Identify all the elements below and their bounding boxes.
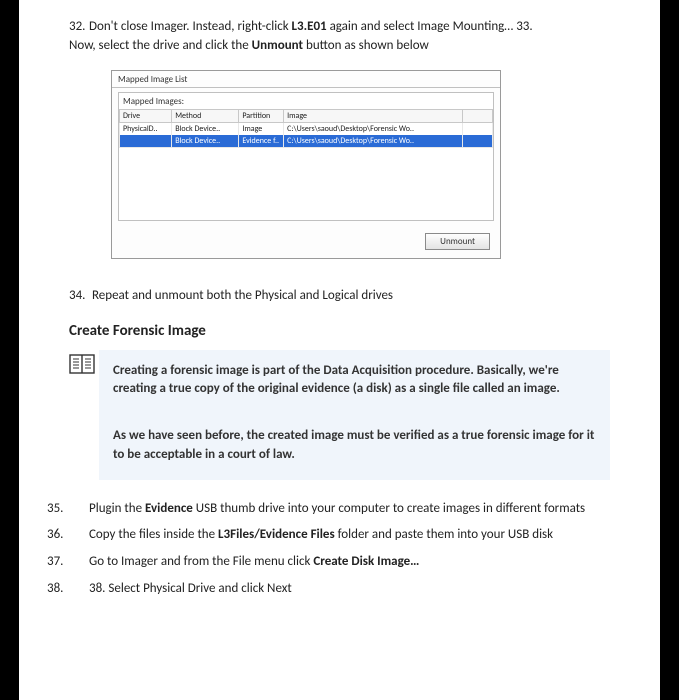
step-text: Don't close Imager. Instead, right-click…: [89, 19, 533, 53]
info-paragraph-2: As we have seen before, the created imag…: [113, 427, 596, 465]
table-row[interactable]: Block Device..Evidence f..C:\Users\saoud…: [120, 135, 493, 147]
dialog-footer: Unmount: [112, 227, 500, 258]
table-cell: PhysicalD..: [120, 122, 172, 135]
step-34: 34. Repeat and unmount both the Physical…: [69, 287, 610, 306]
step-text: 38. Select Physical Drive and click Next: [89, 581, 292, 596]
step-number: 32.: [69, 18, 89, 37]
info-paragraph-1: Creating a forensic image is part of the…: [113, 362, 596, 400]
table-cell: Block Device..: [172, 135, 239, 147]
mapped-images-group: Mapped Images: DriveMethodPartitionImage…: [118, 92, 494, 221]
column-header[interactable]: Method: [172, 109, 239, 122]
step-item: 35.Plugin the Evidence USB thumb drive i…: [69, 500, 610, 519]
table-cell: [463, 122, 493, 135]
step-number: 37.: [69, 553, 89, 572]
info-panel: Creating a forensic image is part of the…: [99, 350, 610, 480]
step-number: 35.: [69, 500, 89, 519]
column-header[interactable]: Drive: [120, 109, 172, 122]
column-header[interactable]: Image: [284, 109, 463, 122]
column-header[interactable]: Partition: [239, 109, 284, 122]
mapped-images-table: DriveMethodPartitionImage PhysicalD..Blo…: [119, 109, 493, 147]
table-cell: C:\Users\saoud\Desktop\Forensic Wo..: [284, 135, 463, 147]
dialog-title: Mapped Image List: [112, 71, 500, 88]
step-number: 34.: [69, 287, 89, 306]
step-item: 32.Don't close Imager. Instead, right-cl…: [69, 18, 610, 56]
step-item: 38.38. Select Physical Drive and click N…: [69, 580, 610, 599]
table-cell: Evidence f..: [239, 135, 284, 147]
unmount-button[interactable]: Unmount: [425, 233, 490, 250]
mapped-image-list-dialog: Mapped Image List Mapped Images: DriveMe…: [111, 70, 501, 259]
step-number: 38.: [69, 580, 89, 599]
step-text: Go to Imager and from the File menu clic…: [89, 554, 419, 569]
table-cell: Block Device..: [172, 122, 239, 135]
step-text: Repeat and unmount both the Physical and…: [92, 288, 393, 303]
step-text: Plugin the Evidence USB thumb drive into…: [89, 501, 585, 516]
table-cell: [463, 135, 493, 147]
table-cell: [120, 135, 172, 147]
step-item: 36.Copy the files inside the L3Files/Evi…: [69, 526, 610, 545]
book-icon: [69, 350, 99, 374]
info-block: Creating a forensic image is part of the…: [69, 350, 610, 480]
group-label: Mapped Images:: [119, 96, 493, 109]
step-item: 37.Go to Imager and from the File menu c…: [69, 553, 610, 572]
table-cell: Image: [239, 122, 284, 135]
table-cell: C:\Users\saoud\Desktop\Forensic Wo..: [284, 122, 463, 135]
document-page: 32.Don't close Imager. Instead, right-cl…: [19, 0, 660, 700]
table-empty-area: [119, 147, 493, 220]
step-number: 36.: [69, 526, 89, 545]
section-heading: Create Forensic Image: [69, 322, 610, 340]
step-text: Copy the files inside the L3Files/Eviden…: [89, 527, 553, 542]
column-header[interactable]: [463, 109, 493, 122]
table-row[interactable]: PhysicalD..Block Device..ImageC:\Users\s…: [120, 122, 493, 135]
